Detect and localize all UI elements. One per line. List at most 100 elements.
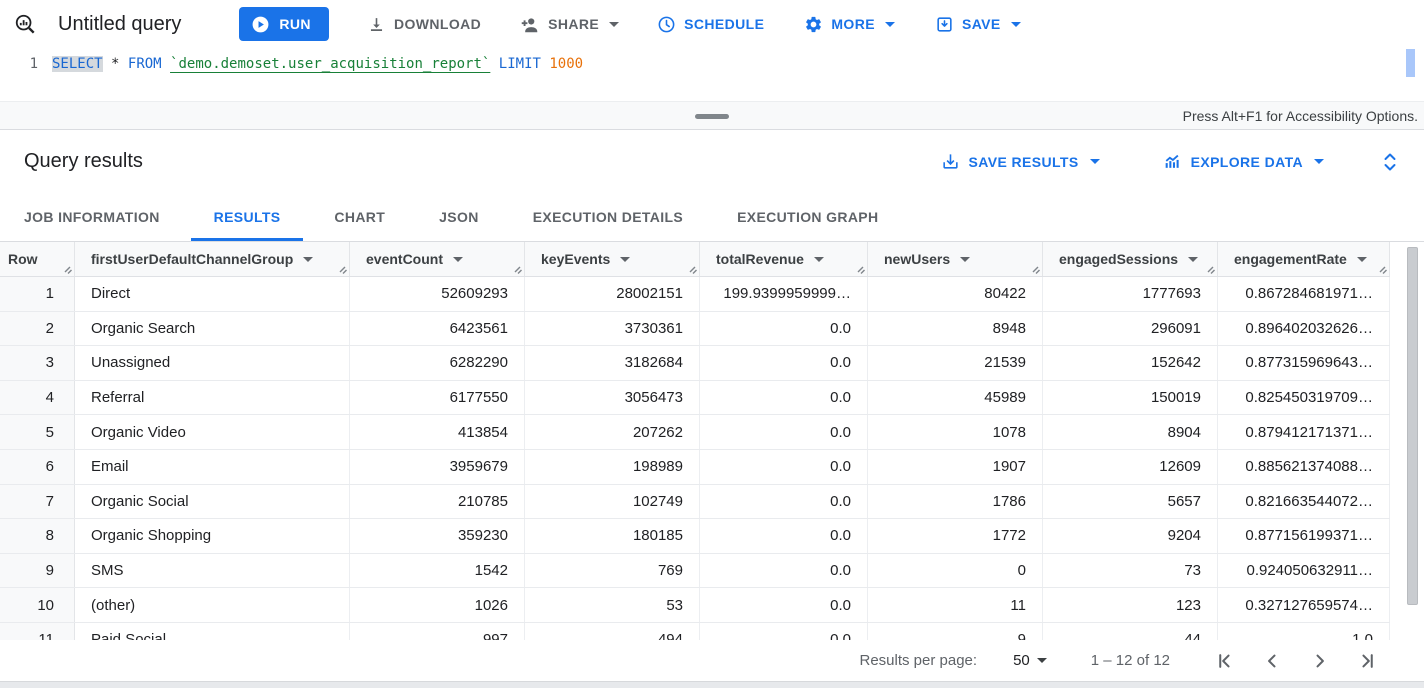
column-resize-icon[interactable] [63, 265, 72, 274]
splitter-drag-handle[interactable] [695, 114, 729, 119]
column-menu-icon[interactable] [1356, 256, 1367, 262]
tab-label: JSON [439, 209, 479, 225]
sql-editor[interactable]: 1 SELECT * FROM `demo.demoset.user_acqui… [0, 48, 1424, 101]
cell-engagedSessions: 152642 [1043, 346, 1218, 380]
query-results-title: Query results [24, 150, 143, 172]
cell-engagementRate: 0.877156199371… [1218, 519, 1390, 553]
column-label: totalRevenue [716, 251, 804, 267]
column-resize-icon[interactable] [856, 265, 865, 274]
column-label: firstUserDefaultChannelGroup [91, 251, 294, 267]
table-scrollbar[interactable] [1407, 247, 1418, 605]
cell-engagedSessions: 73 [1043, 553, 1218, 588]
row-number-cell: 9 [0, 553, 75, 588]
column-header-firstUserDefaultChannelGroup[interactable]: firstUserDefaultChannelGroup [75, 242, 350, 276]
row-number-cell: 8 [0, 519, 75, 553]
tab-json[interactable]: JSON [412, 193, 506, 241]
cell-engagedSessions: 8904 [1043, 415, 1218, 449]
column-header-engagementRate[interactable]: engagementRate [1218, 242, 1390, 276]
cell-eventCount: 413854 [350, 415, 525, 449]
cell-engagementRate: 0.825450319709… [1218, 380, 1390, 415]
sql-token-plain [119, 56, 127, 72]
cell-engagedSessions: 123 [1043, 588, 1218, 622]
prev-page-icon[interactable] [1260, 649, 1284, 673]
cell-keyEvents: 3182684 [525, 346, 700, 380]
column-menu-icon[interactable] [303, 256, 314, 262]
cell-firstUserDefaultChannelGroup: Unassigned [75, 346, 350, 380]
tab-label: EXECUTION DETAILS [532, 209, 684, 225]
results-table: Row firstUserDefaultChannelGroup eventCoun… [0, 242, 1424, 640]
share-label: SHARE [548, 16, 600, 32]
cell-firstUserDefaultChannelGroup: (other) [75, 588, 350, 622]
column-menu-icon[interactable] [960, 256, 971, 262]
column-resize-icon[interactable] [688, 265, 697, 274]
cell-engagedSessions: 44 [1043, 622, 1218, 640]
cell-engagementRate: 0.924050632911… [1218, 553, 1390, 588]
cell-newUsers: 11 [868, 588, 1043, 622]
column-resize-icon[interactable] [1031, 265, 1040, 274]
tab-label: JOB INFORMATION [24, 209, 160, 225]
column-header-Row[interactable]: Row [0, 242, 75, 276]
column-header-keyEvents[interactable]: keyEvents [525, 242, 700, 276]
last-page-icon[interactable] [1356, 649, 1380, 673]
cell-newUsers: 9 [868, 622, 1043, 640]
table-row: 2 Organic Search 6423561 3730361 0.0 8948 2960… [0, 311, 1390, 347]
tab-label: EXECUTION GRAPH [737, 209, 879, 225]
run-label: RUN [279, 16, 311, 32]
share-button[interactable]: SHARE [507, 6, 631, 42]
first-page-icon[interactable] [1212, 649, 1236, 673]
query-title: Untitled query [58, 12, 182, 35]
caret-down-icon [609, 21, 620, 27]
cell-keyEvents: 53 [525, 588, 700, 622]
caret-down-icon [1036, 658, 1047, 663]
row-number-cell: 7 [0, 484, 75, 519]
cell-totalRevenue: 0.0 [700, 588, 868, 622]
column-resize-icon[interactable] [513, 265, 522, 274]
schedule-button[interactable]: SCHEDULE [645, 6, 776, 42]
column-resize-icon[interactable] [338, 265, 347, 274]
column-header-newUsers[interactable]: newUsers [868, 242, 1043, 276]
tab-execution-details[interactable]: EXECUTION DETAILS [506, 193, 710, 241]
cell-firstUserDefaultChannelGroup: Referral [75, 380, 350, 415]
sql-token-plain [103, 56, 111, 72]
explore-data-button[interactable]: EXPLORE DATA [1150, 144, 1336, 180]
save-button[interactable]: SAVE [923, 6, 1033, 42]
column-header-totalRevenue[interactable]: totalRevenue [700, 242, 868, 276]
cell-eventCount: 997 [350, 622, 525, 640]
cell-keyEvents: 769 [525, 553, 700, 588]
more-button[interactable]: MORE [792, 6, 907, 42]
column-menu-icon[interactable] [1188, 256, 1199, 262]
run-button[interactable]: RUN [239, 7, 329, 41]
cell-keyEvents: 3730361 [525, 311, 700, 346]
table-row: 5 Organic Video 413854 207262 0.0 1078 8904 0.8… [0, 415, 1390, 450]
row-number-cell: 11 [0, 622, 75, 640]
table-row: 9 SMS 1542 769 0.0 0 73 0.924050632911… [0, 553, 1390, 589]
column-header-engagedSessions[interactable]: engagedSessions [1043, 242, 1218, 276]
tab-execution-graph[interactable]: EXECUTION GRAPH [710, 193, 905, 241]
sql-code-line[interactable]: SELECT * FROM `demo.demoset.user_acquisi… [52, 48, 583, 101]
column-menu-icon[interactable] [813, 256, 824, 262]
column-header-eventCount[interactable]: eventCount [350, 242, 525, 276]
page-size-select[interactable]: 50 [1013, 652, 1047, 669]
cell-firstUserDefaultChannelGroup: SMS [75, 553, 350, 588]
caret-down-icon [1089, 159, 1100, 164]
sql-token-plain [162, 56, 170, 72]
save-icon [935, 15, 954, 34]
tab-results[interactable]: RESULTS [187, 193, 308, 241]
cell-engagedSessions: 5657 [1043, 484, 1218, 519]
next-page-icon[interactable] [1308, 649, 1332, 673]
save-results-button[interactable]: SAVE RESULTS [929, 144, 1112, 180]
column-menu-icon[interactable] [620, 256, 631, 262]
line-number: 1 [29, 56, 38, 72]
cell-totalRevenue: 0.0 [700, 449, 868, 484]
column-resize-icon[interactable] [1206, 265, 1215, 274]
editor-scrollbar[interactable] [1406, 49, 1415, 77]
expand-collapse-icon[interactable] [1378, 148, 1402, 176]
tab-chart[interactable]: CHART [307, 193, 412, 241]
tab-job-information[interactable]: JOB INFORMATION [0, 193, 187, 241]
column-resize-icon[interactable] [1378, 265, 1387, 274]
more-label: MORE [831, 16, 875, 32]
column-menu-icon[interactable] [453, 256, 463, 262]
download-button[interactable]: DOWNLOAD [355, 6, 493, 42]
table-row: 11 Paid Social 997 494 0.0 9 44 1.0 [0, 622, 1390, 640]
page-size-value: 50 [1013, 652, 1030, 669]
